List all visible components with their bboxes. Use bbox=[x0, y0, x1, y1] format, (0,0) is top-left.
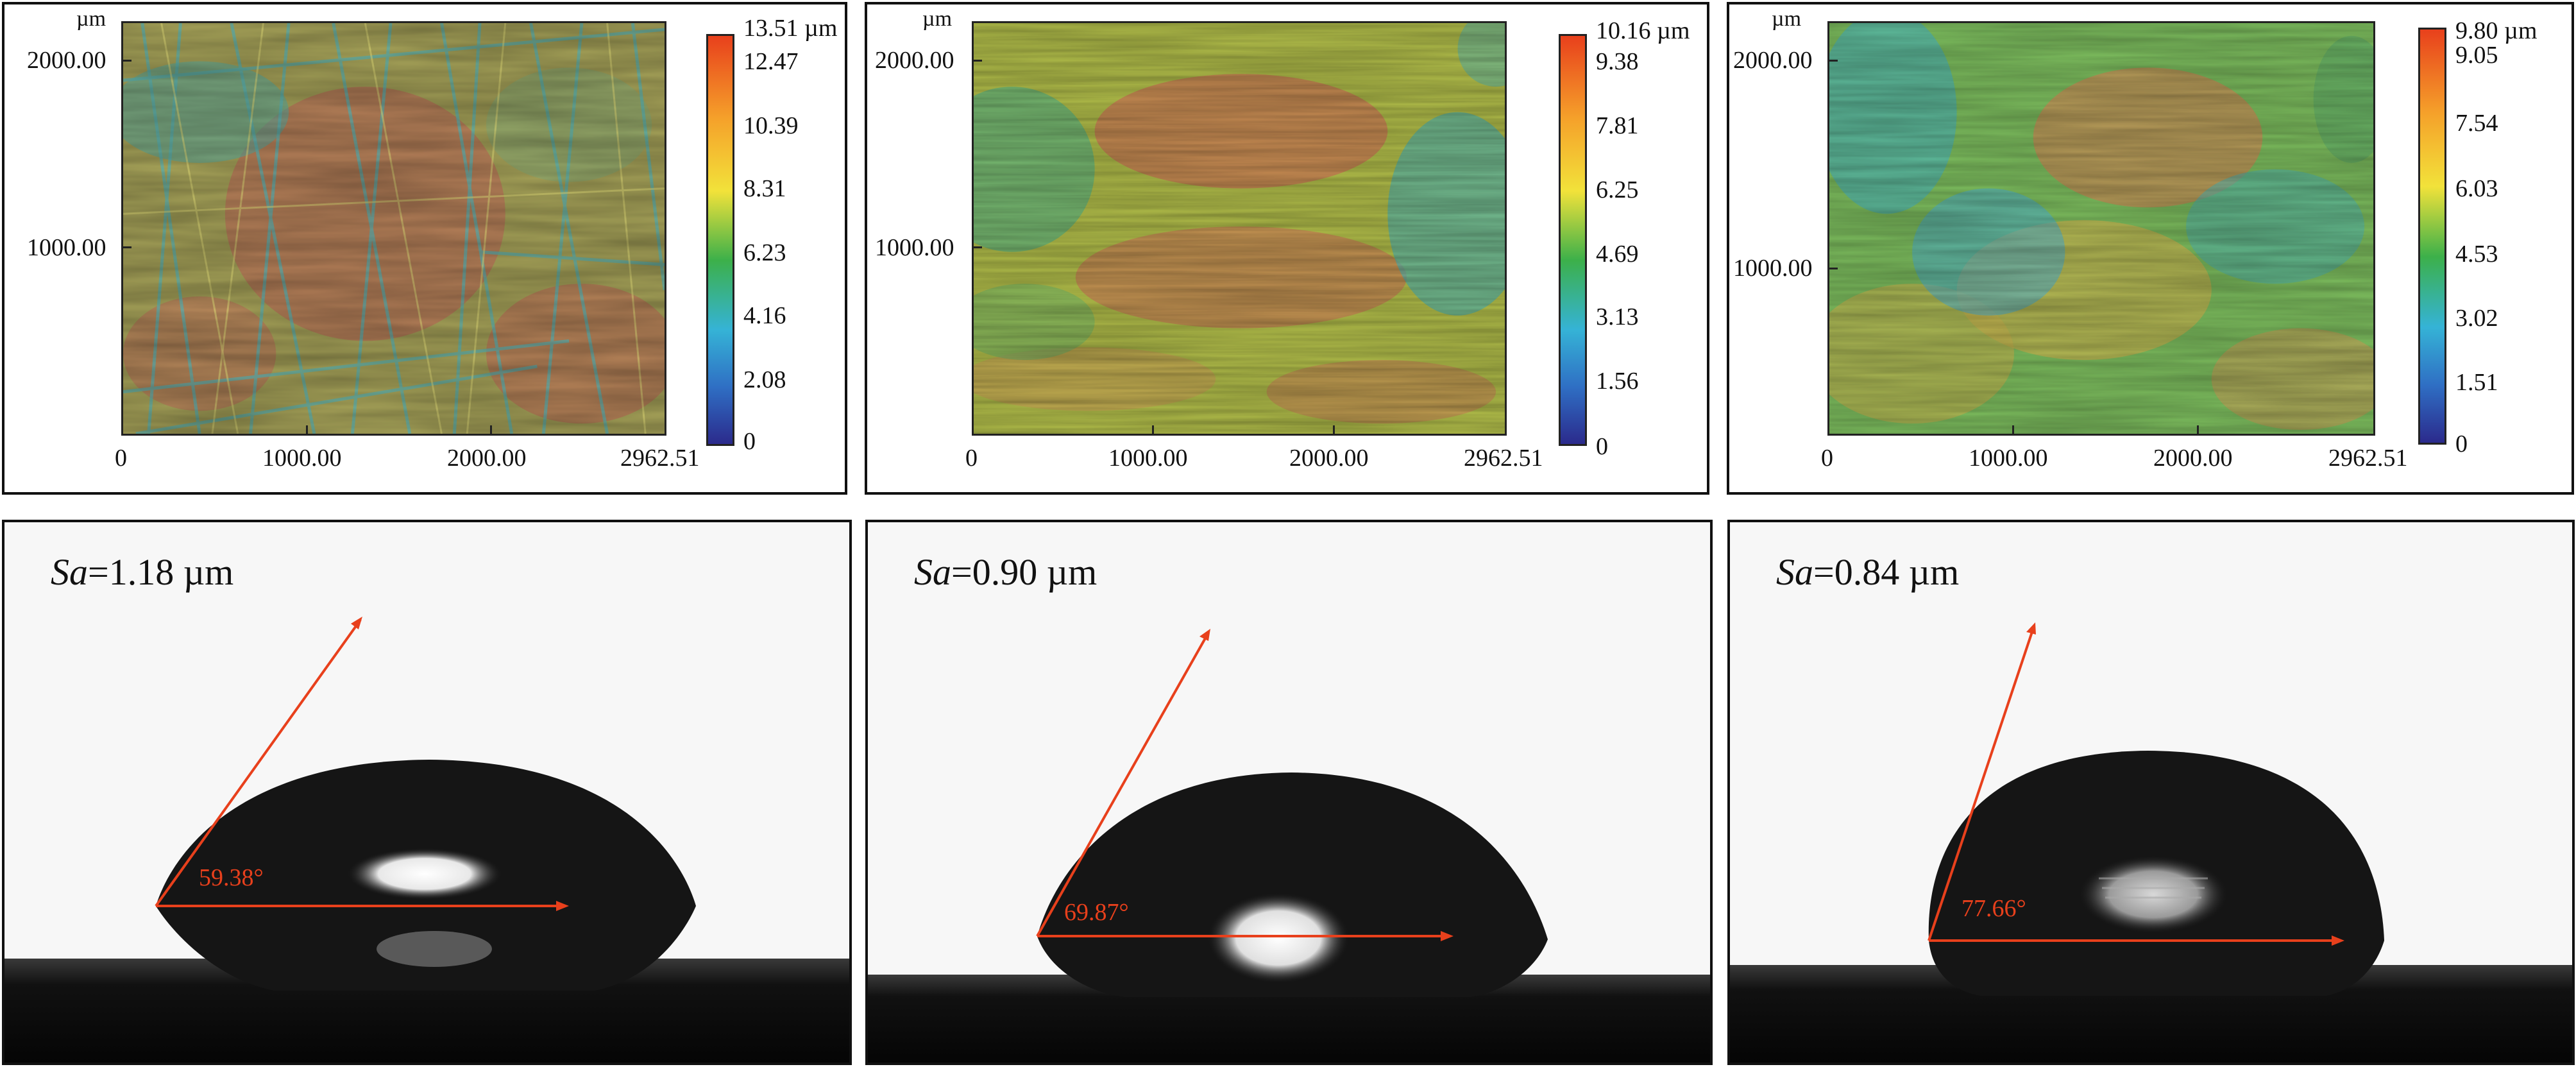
contact-angle-panel-1: Sa=1.18 µm 59.38° bbox=[2, 520, 852, 1065]
x-tick-mark bbox=[2012, 425, 2014, 436]
colorbar-tick-label: 8.31 bbox=[743, 175, 786, 202]
y-tick-mark bbox=[121, 60, 131, 62]
contact-angle-label: 69.87° bbox=[1064, 899, 1129, 926]
y-unit-label: µm bbox=[922, 7, 953, 31]
colorbar-tick-label: 2.08 bbox=[743, 366, 786, 393]
x-tick-mark bbox=[1152, 425, 1154, 436]
tangent-arrow bbox=[155, 619, 362, 907]
y-tick-label: 2000.00 bbox=[27, 47, 106, 74]
x-tick-mark bbox=[972, 425, 974, 436]
colorbar-tick-label: 6.25 bbox=[1596, 176, 1639, 203]
x-tick-label: 1000.00 bbox=[262, 445, 342, 472]
colorbar-tick-label: 3.13 bbox=[1596, 303, 1639, 330]
x-tick-mark bbox=[1333, 425, 1335, 436]
contact-angle-panel-2: Sa=0.90 µm 69.87° bbox=[865, 520, 1713, 1065]
colorbar bbox=[1559, 34, 1587, 446]
contact-angle-label: 77.66° bbox=[1962, 895, 2026, 922]
droplet-photo-2 bbox=[868, 522, 1710, 1063]
colorbar bbox=[2418, 28, 2446, 445]
colorbar-tick-label: 3.02 bbox=[2455, 305, 2498, 332]
colorbar-tick-label: 7.54 bbox=[2455, 110, 2498, 137]
colorbar-tick-label: 1.51 bbox=[2455, 369, 2498, 396]
height-map-2 bbox=[972, 21, 1507, 436]
arrowhead-icon bbox=[351, 617, 362, 629]
colorbar-tick-label: 0 bbox=[2455, 431, 2468, 457]
surface-map-panel-3: µm 2000.00 1000.00 0 1000. bbox=[1727, 2, 2574, 495]
contact-angle-panel-3: Sa=0.84 µm 77.66° bbox=[1727, 520, 2575, 1065]
y-tick-label: 1000.00 bbox=[27, 234, 106, 261]
surface-map-panel-2: µm 2000.00 1000.00 0 1000. bbox=[865, 2, 1709, 495]
y-tick-mark bbox=[1827, 60, 1838, 62]
x-tick-mark bbox=[306, 425, 308, 436]
colorbar-max-label: 9.80 µm bbox=[2455, 17, 2538, 44]
tangent-arrow bbox=[1036, 632, 1210, 937]
colorbar-tick-label: 4.53 bbox=[2455, 241, 2498, 268]
colorbar-tick-label: 9.38 bbox=[1596, 48, 1639, 75]
colorbar-tick-label: 0 bbox=[1596, 433, 1608, 460]
sa-label: Sa=0.84 µm bbox=[1776, 551, 1960, 593]
colorbar-tick-label: 4.69 bbox=[1596, 241, 1639, 268]
y-tick-label: 1000.00 bbox=[1733, 255, 1813, 282]
contact-angle-label: 59.38° bbox=[199, 864, 264, 891]
arrowhead-icon bbox=[1199, 629, 1210, 641]
y-tick-label: 2000.00 bbox=[875, 47, 954, 74]
colorbar-tick-label: 6.03 bbox=[2455, 175, 2498, 202]
colorbar-tick-label: 1.56 bbox=[1596, 368, 1639, 395]
y-tick-mark bbox=[121, 246, 131, 248]
x-tick-mark bbox=[1827, 425, 1829, 436]
x-tick-mark bbox=[2197, 425, 2199, 436]
y-tick-mark bbox=[972, 60, 982, 62]
colorbar-tick-label: 9.05 bbox=[2455, 42, 2498, 69]
angle-annotation-3 bbox=[1928, 622, 2344, 946]
droplet-photo-3 bbox=[1730, 522, 2572, 1063]
height-map-3 bbox=[1827, 21, 2375, 436]
x-tick-label: 0 bbox=[115, 445, 127, 472]
angle-annotation-2 bbox=[1036, 629, 1453, 941]
x-tick-label: 2000.00 bbox=[2153, 445, 2233, 472]
x-tick-label: 2962.51 bbox=[2328, 445, 2408, 472]
y-tick-label: 2000.00 bbox=[1733, 47, 1813, 74]
droplet-photo-1 bbox=[4, 522, 849, 1063]
colorbar bbox=[706, 34, 734, 446]
x-tick-label: 2962.51 bbox=[1464, 445, 1543, 472]
y-unit-label: µm bbox=[76, 7, 106, 31]
arrowhead-icon bbox=[1441, 931, 1453, 941]
tangent-arrow bbox=[1928, 626, 2035, 941]
y-unit-label: µm bbox=[1772, 7, 1802, 31]
surface-map-panel-1: µm bbox=[2, 2, 847, 495]
y-tick-mark bbox=[972, 246, 982, 248]
x-tick-label: 2000.00 bbox=[1289, 445, 1369, 472]
colorbar-tick-label: 7.81 bbox=[1596, 112, 1639, 139]
x-tick-mark bbox=[121, 425, 123, 436]
x-tick-mark bbox=[490, 425, 492, 436]
y-tick-mark bbox=[1827, 268, 1838, 269]
angle-annotation-1 bbox=[155, 617, 569, 911]
y-tick-label: 1000.00 bbox=[875, 234, 954, 261]
sa-label: Sa=1.18 µm bbox=[51, 551, 234, 593]
x-tick-label: 0 bbox=[1821, 445, 1833, 472]
x-tick-label: 2000.00 bbox=[447, 445, 527, 472]
colorbar-max-label: 13.51 µm bbox=[743, 15, 838, 42]
colorbar-tick-label: 4.16 bbox=[743, 302, 786, 329]
x-tick-label: 1000.00 bbox=[1108, 445, 1188, 472]
colorbar-tick-label: 12.47 bbox=[743, 48, 799, 75]
x-tick-label: 2962.51 bbox=[620, 445, 700, 472]
colorbar-tick-label: 0 bbox=[743, 428, 756, 455]
arrowhead-icon bbox=[2332, 935, 2344, 946]
colorbar-tick-label: 10.39 bbox=[743, 112, 799, 139]
arrowhead-icon bbox=[2026, 622, 2036, 635]
sa-label: Sa=0.90 µm bbox=[914, 551, 1097, 593]
x-tick-label: 0 bbox=[965, 445, 978, 472]
height-map-1 bbox=[121, 21, 666, 436]
x-tick-label: 1000.00 bbox=[1969, 445, 2048, 472]
colorbar-max-label: 10.16 µm bbox=[1596, 17, 1690, 44]
colorbar-tick-label: 6.23 bbox=[743, 239, 786, 266]
arrowhead-icon bbox=[556, 901, 569, 911]
